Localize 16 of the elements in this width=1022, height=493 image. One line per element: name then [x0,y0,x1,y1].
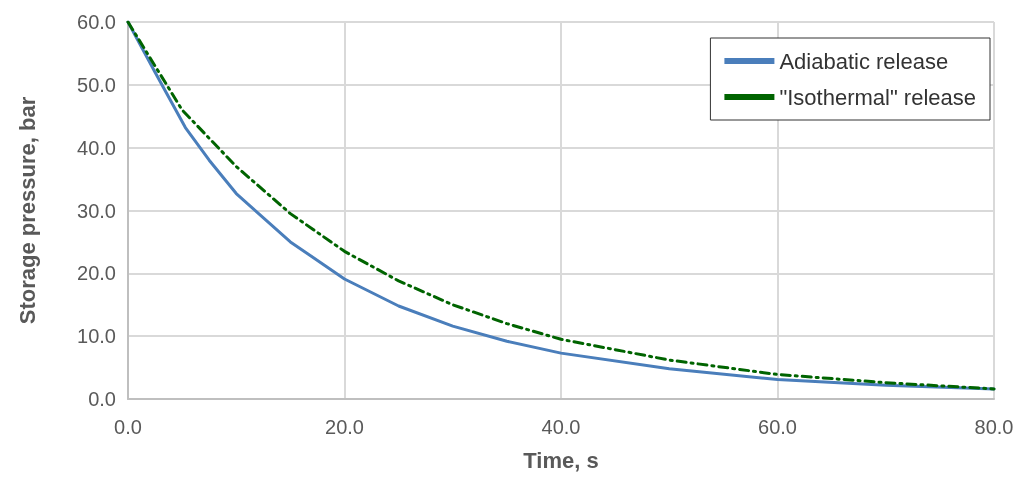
y-tick-label: 10.0 [77,325,116,348]
x-axis-title: Time, s [523,447,599,473]
legend-label: Adiabatic release [779,48,949,74]
legend-label: "Isothermal" release [779,84,976,110]
x-tick-label: 0.0 [114,416,142,438]
x-tick-label: 20.0 [325,416,364,438]
x-tick-label: 40.0 [541,416,581,438]
y-tick-label: 60.0 [77,11,116,33]
y-tick-label: 30.0 [77,199,116,222]
y-tick-label: 40.0 [77,136,116,159]
x-tick-label: 80.0 [974,416,1014,438]
y-tick-label: 0.0 [88,388,116,410]
y-tick-label: 50.0 [77,73,116,96]
y-axis-title: Storage pressure, bar [14,96,40,325]
y-tick-label: 20.0 [77,262,116,285]
x-tick-label: 60.0 [758,416,797,438]
